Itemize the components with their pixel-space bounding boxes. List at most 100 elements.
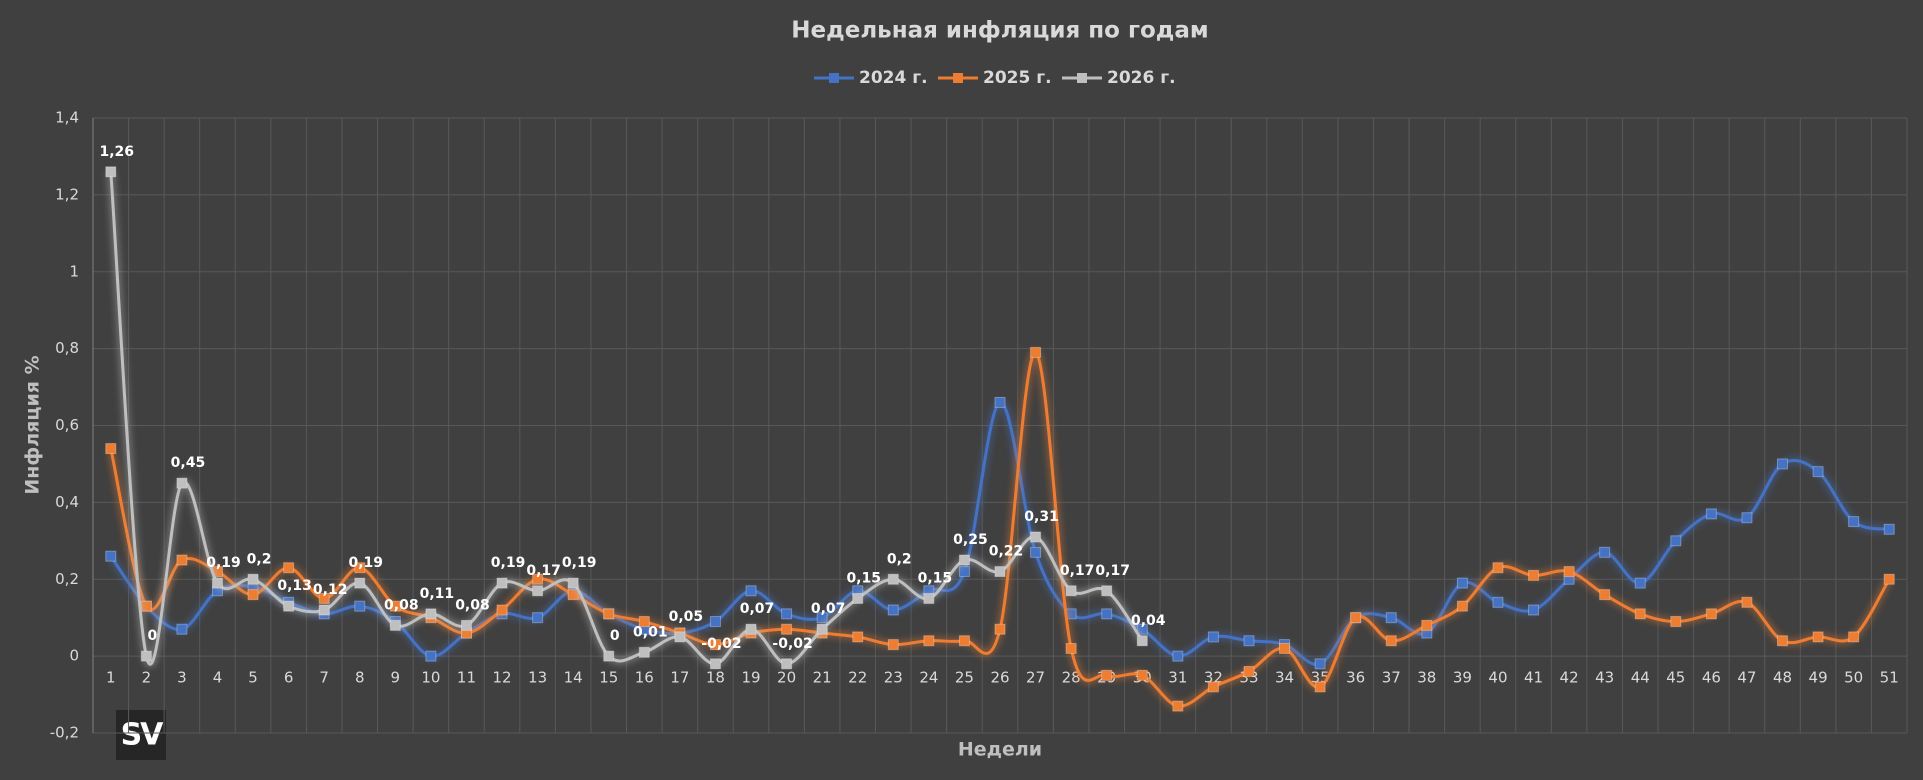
data-label: 0,19 (491, 555, 526, 571)
x-tick-label: 42 (1560, 669, 1579, 687)
point-marker (1705, 508, 1717, 520)
point-marker (1741, 596, 1753, 608)
point-marker (1528, 569, 1540, 581)
point-marker (1670, 616, 1682, 628)
y-tick-label: 0,6 (55, 416, 79, 434)
point-marker (1599, 546, 1611, 558)
point-marker (781, 658, 793, 670)
point-marker (1030, 346, 1042, 358)
point-marker (354, 562, 366, 574)
point-marker (709, 616, 721, 628)
x-tick-label: 14 (564, 669, 583, 687)
data-label: 0,11 (420, 586, 455, 602)
point-marker (211, 577, 223, 589)
point-marker (923, 592, 935, 604)
point-marker (496, 604, 508, 616)
legend-marker (829, 73, 839, 83)
data-label: 0,19 (562, 555, 597, 571)
point-marker (389, 600, 401, 612)
x-tick-label: 16 (635, 669, 654, 687)
x-tick-label: 41 (1524, 669, 1543, 687)
point-marker (1314, 681, 1326, 693)
point-marker (745, 623, 757, 635)
point-marker (1848, 631, 1860, 643)
point-marker (1777, 458, 1789, 470)
legend-label: 2025 г. (983, 68, 1052, 88)
logo-box (116, 710, 166, 760)
x-tick-label: 1 (106, 669, 116, 687)
point-marker (1101, 669, 1113, 681)
point-marker (816, 612, 828, 624)
point-marker (1741, 512, 1753, 524)
point-marker (1350, 612, 1362, 624)
point-marker (1670, 535, 1682, 547)
x-tick-label: 48 (1773, 669, 1792, 687)
point-marker (1065, 585, 1077, 597)
legend-marker (1077, 73, 1087, 83)
point-marker (105, 550, 117, 562)
x-tick-label: 23 (884, 669, 903, 687)
point-marker (460, 619, 472, 631)
point-marker (389, 619, 401, 631)
x-tick-label: 22 (848, 669, 867, 687)
point-marker (1883, 523, 1895, 535)
point-marker (638, 646, 650, 658)
point-marker (1030, 531, 1042, 543)
point-marker (1030, 546, 1042, 558)
x-tick-label: 51 (1880, 669, 1899, 687)
x-tick-label: 40 (1488, 669, 1507, 687)
point-marker (283, 562, 295, 574)
x-tick-label: 4 (213, 669, 223, 687)
x-tick-label: 43 (1595, 669, 1614, 687)
legend-label: 2026 г. (1107, 68, 1176, 88)
point-marker (532, 612, 544, 624)
x-tick-label: 34 (1275, 669, 1294, 687)
y-tick-label: 0 (69, 647, 79, 665)
point-marker (176, 554, 188, 566)
point-marker (1207, 631, 1219, 643)
x-tick-label: 3 (177, 669, 187, 687)
point-marker (532, 573, 544, 585)
point-marker (354, 600, 366, 612)
data-label: 0,19 (348, 555, 383, 571)
data-label: 0,17 (526, 563, 561, 579)
point-marker (1172, 650, 1184, 662)
y-tick-label: 0,8 (55, 339, 79, 357)
data-label: 0,45 (171, 455, 206, 471)
point-marker (140, 650, 152, 662)
x-tick-label: 46 (1702, 669, 1721, 687)
y-tick-label: -0,2 (50, 724, 79, 742)
point-marker (1243, 666, 1255, 677)
y-tick-label: 1,4 (55, 109, 79, 127)
point-marker (1634, 608, 1646, 620)
point-marker (638, 616, 650, 628)
x-tick-label: 31 (1168, 669, 1187, 687)
point-marker (105, 443, 117, 455)
chart-title: Недельная инфляция по годам (791, 18, 1208, 44)
y-tick-label: 1,2 (55, 185, 79, 203)
point-marker (567, 589, 579, 601)
x-tick-label: 47 (1737, 669, 1756, 687)
point-marker (603, 650, 615, 662)
data-label: 0,17 (1060, 563, 1095, 579)
point-marker (176, 623, 188, 635)
data-label: 0,04 (1131, 613, 1166, 629)
x-tick-label: 39 (1453, 669, 1472, 687)
x-tick-label: 28 (1062, 669, 1081, 687)
data-label: 0,07 (740, 601, 775, 617)
logo: SV (121, 718, 165, 753)
point-marker (709, 639, 721, 651)
point-marker (852, 631, 864, 643)
x-tick-label: 20 (777, 669, 796, 687)
x-tick-label: 8 (355, 669, 365, 687)
point-marker (781, 623, 793, 635)
point-marker (567, 577, 579, 589)
x-tick-label: 15 (599, 669, 618, 687)
point-marker (1599, 589, 1611, 601)
data-label: 0,07 (811, 601, 846, 617)
point-marker (745, 585, 757, 597)
data-label: 0,13 (277, 578, 312, 594)
data-label: 0,2 (247, 551, 272, 567)
data-label: 0,08 (384, 597, 419, 613)
data-label: 0,22 (989, 544, 1024, 560)
